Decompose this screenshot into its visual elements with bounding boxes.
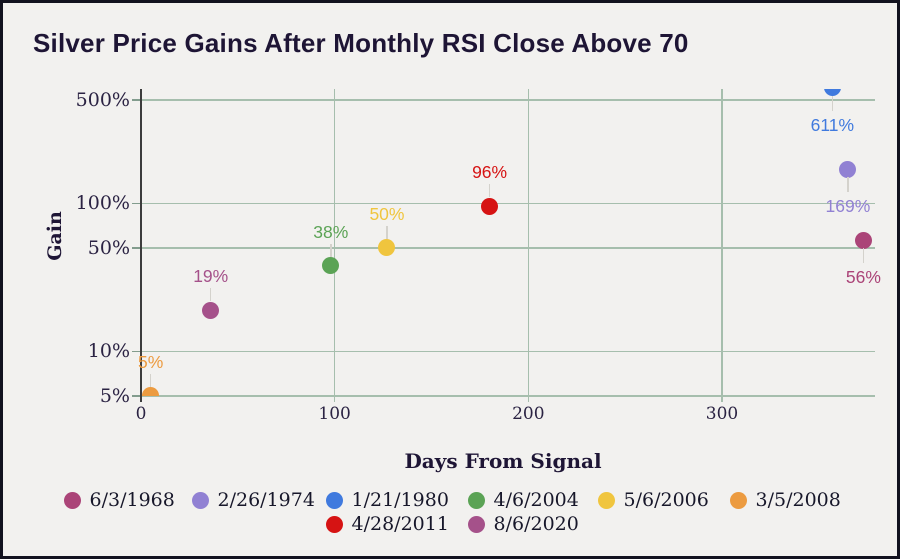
- legend-item: 6/3/1968: [63, 489, 175, 511]
- gridline-h: [141, 395, 875, 398]
- legend-item: 3/5/2008: [729, 489, 841, 511]
- data-point-label: 56%: [845, 266, 881, 287]
- legend-item: 1/21/1980: [325, 489, 449, 511]
- gridline-h: [141, 202, 875, 205]
- gridline-h: [141, 99, 875, 101]
- data-point: [823, 89, 841, 96]
- x-tick-label: 0: [135, 404, 147, 424]
- plot-gridlines-layer: 5% 10% 50% 100% 500% 0 100 200 300: [3, 3, 897, 556]
- point-label-layer: 56% 169% 611% 38% 50% 5% 96% 19%: [3, 3, 897, 556]
- legend-label: 4/6/2004: [493, 489, 579, 511]
- data-point-label: 50%: [369, 203, 405, 224]
- x-axis-title: Days From Signal: [404, 449, 602, 473]
- y-axis-line: [139, 89, 142, 402]
- legend-swatch: [325, 515, 343, 533]
- y-tick-mark: [132, 99, 140, 101]
- y-tick-mark: [132, 350, 140, 353]
- point-connector: [330, 243, 332, 257]
- point-connector: [149, 373, 152, 387]
- legend-swatch: [325, 491, 343, 509]
- data-point: [839, 161, 857, 179]
- legend: 6/3/1968 2/26/1974 1/21/1980 4/6/2004 5/6/20…: [3, 473, 897, 553]
- legend-label: 2/26/1974: [217, 489, 315, 511]
- legend-swatch: [467, 515, 485, 533]
- legend-swatch: [467, 491, 485, 509]
- y-tick-label: 500%: [75, 88, 130, 111]
- data-point-label: 38%: [313, 221, 349, 242]
- point-connector: [386, 225, 388, 239]
- data-point: [481, 197, 499, 215]
- data-point-label: 5%: [138, 351, 164, 372]
- legend-swatch: [63, 491, 81, 509]
- y-tick-mark: [132, 202, 140, 205]
- data-point: [142, 387, 160, 396]
- legend-label: 6/3/1968: [89, 489, 175, 511]
- x-tick-label: 200: [512, 404, 545, 424]
- data-point: [378, 239, 396, 257]
- y-tick-label: 100%: [75, 192, 130, 215]
- gridline-v: [333, 89, 336, 402]
- data-point: [322, 257, 340, 275]
- legend-item: 4/28/2011: [325, 513, 449, 535]
- legend-label: 3/5/2008: [755, 489, 841, 511]
- legend-label: 1/21/1980: [351, 489, 449, 511]
- gridline-v: [721, 89, 723, 402]
- chart-title: Silver Price Gains After Monthly RSI Clo…: [33, 28, 689, 58]
- legend-item: 8/6/2020: [467, 513, 579, 535]
- legend-label: 4/28/2011: [351, 513, 449, 535]
- gridline-h: [141, 350, 875, 353]
- data-point: [854, 232, 872, 250]
- gridline-h: [141, 247, 875, 249]
- point-connector: [847, 176, 849, 192]
- x-tick-label: 100: [318, 404, 351, 424]
- x-tick-label: 300: [705, 404, 739, 424]
- y-tick-label: 5%: [99, 384, 130, 407]
- point-connector: [862, 247, 865, 263]
- point-connector: [488, 184, 491, 198]
- data-point-label: 611%: [810, 115, 855, 135]
- legend-item: 2/26/1974: [191, 489, 315, 511]
- point-connector: [831, 96, 834, 111]
- data-point-label: 96%: [472, 162, 508, 183]
- legend-item: 4/6/2004: [467, 489, 579, 511]
- legend-swatch: [597, 491, 615, 509]
- y-tick-label: 10%: [87, 340, 130, 363]
- legend-label: 5/6/2006: [623, 489, 709, 511]
- data-point-label: 169%: [825, 195, 871, 216]
- legend-swatch: [729, 491, 747, 509]
- y-tick-mark: [132, 395, 140, 397]
- y-tick-label: 50%: [87, 236, 130, 259]
- point-connector: [209, 288, 212, 302]
- data-point: [202, 301, 220, 319]
- plot-area: [141, 89, 875, 396]
- data-point-label: 19%: [193, 266, 229, 287]
- legend-label: 8/6/2020: [493, 513, 579, 535]
- legend-swatch: [191, 491, 209, 509]
- y-tick-mark: [132, 247, 140, 249]
- legend-item: 5/6/2006: [597, 489, 709, 511]
- gridline-v: [527, 89, 530, 402]
